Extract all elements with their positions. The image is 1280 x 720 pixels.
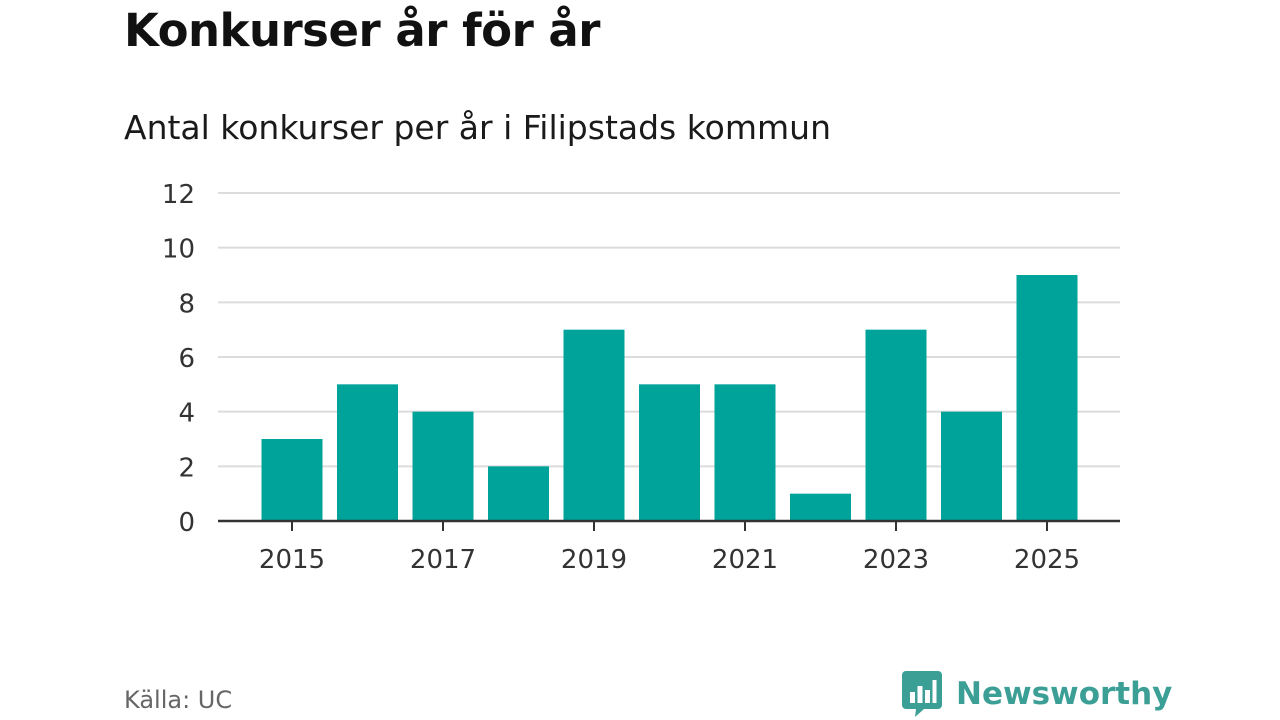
bar-chart: 0 2 4 6 8 10 12 2015 2017 2019 2021 2023 2025 — [162, 180, 1120, 575]
source-note: Källa: UC — [124, 686, 233, 714]
y-tick-label: 0 — [178, 508, 195, 538]
bar-2022 — [790, 493, 851, 521]
x-tick-label: 2021 — [712, 545, 778, 575]
x-tick-label: 2023 — [863, 545, 929, 575]
bar-chart-speech-bubble-icon — [902, 671, 942, 717]
bar-2018 — [488, 466, 549, 521]
brand-name: Newsworthy — [956, 676, 1173, 712]
bar-2015 — [261, 439, 323, 521]
y-tick-label: 10 — [162, 235, 195, 265]
axes: 0 2 4 6 8 10 12 2015 2017 2019 2021 2023 2025 — [162, 180, 1120, 575]
bar-2021 — [714, 384, 776, 521]
y-tick-label: 2 — [178, 453, 195, 483]
bar-2024 — [941, 411, 1002, 521]
x-tick-label: 2019 — [561, 545, 627, 575]
x-tick-label: 2017 — [410, 545, 476, 575]
chart-title: Konkurser år för år — [124, 4, 601, 57]
bar-2017 — [412, 411, 474, 521]
bar-2023 — [865, 329, 927, 521]
x-tick-label: 2025 — [1014, 545, 1080, 575]
bar-2016 — [337, 384, 398, 521]
brand-logo: Newsworthy — [902, 670, 1172, 718]
y-tick-label: 12 — [162, 180, 195, 210]
bar-2020 — [639, 384, 700, 521]
chart-subtitle: Antal konkurser per år i Filipstads komm… — [124, 108, 831, 147]
bars — [261, 275, 1078, 521]
bar-2025 — [1016, 275, 1078, 521]
x-tick-label: 2015 — [259, 545, 325, 575]
y-tick-label: 6 — [178, 344, 195, 374]
y-tick-label: 8 — [178, 289, 195, 319]
bar-2019 — [563, 329, 625, 521]
y-tick-label: 4 — [178, 399, 195, 429]
